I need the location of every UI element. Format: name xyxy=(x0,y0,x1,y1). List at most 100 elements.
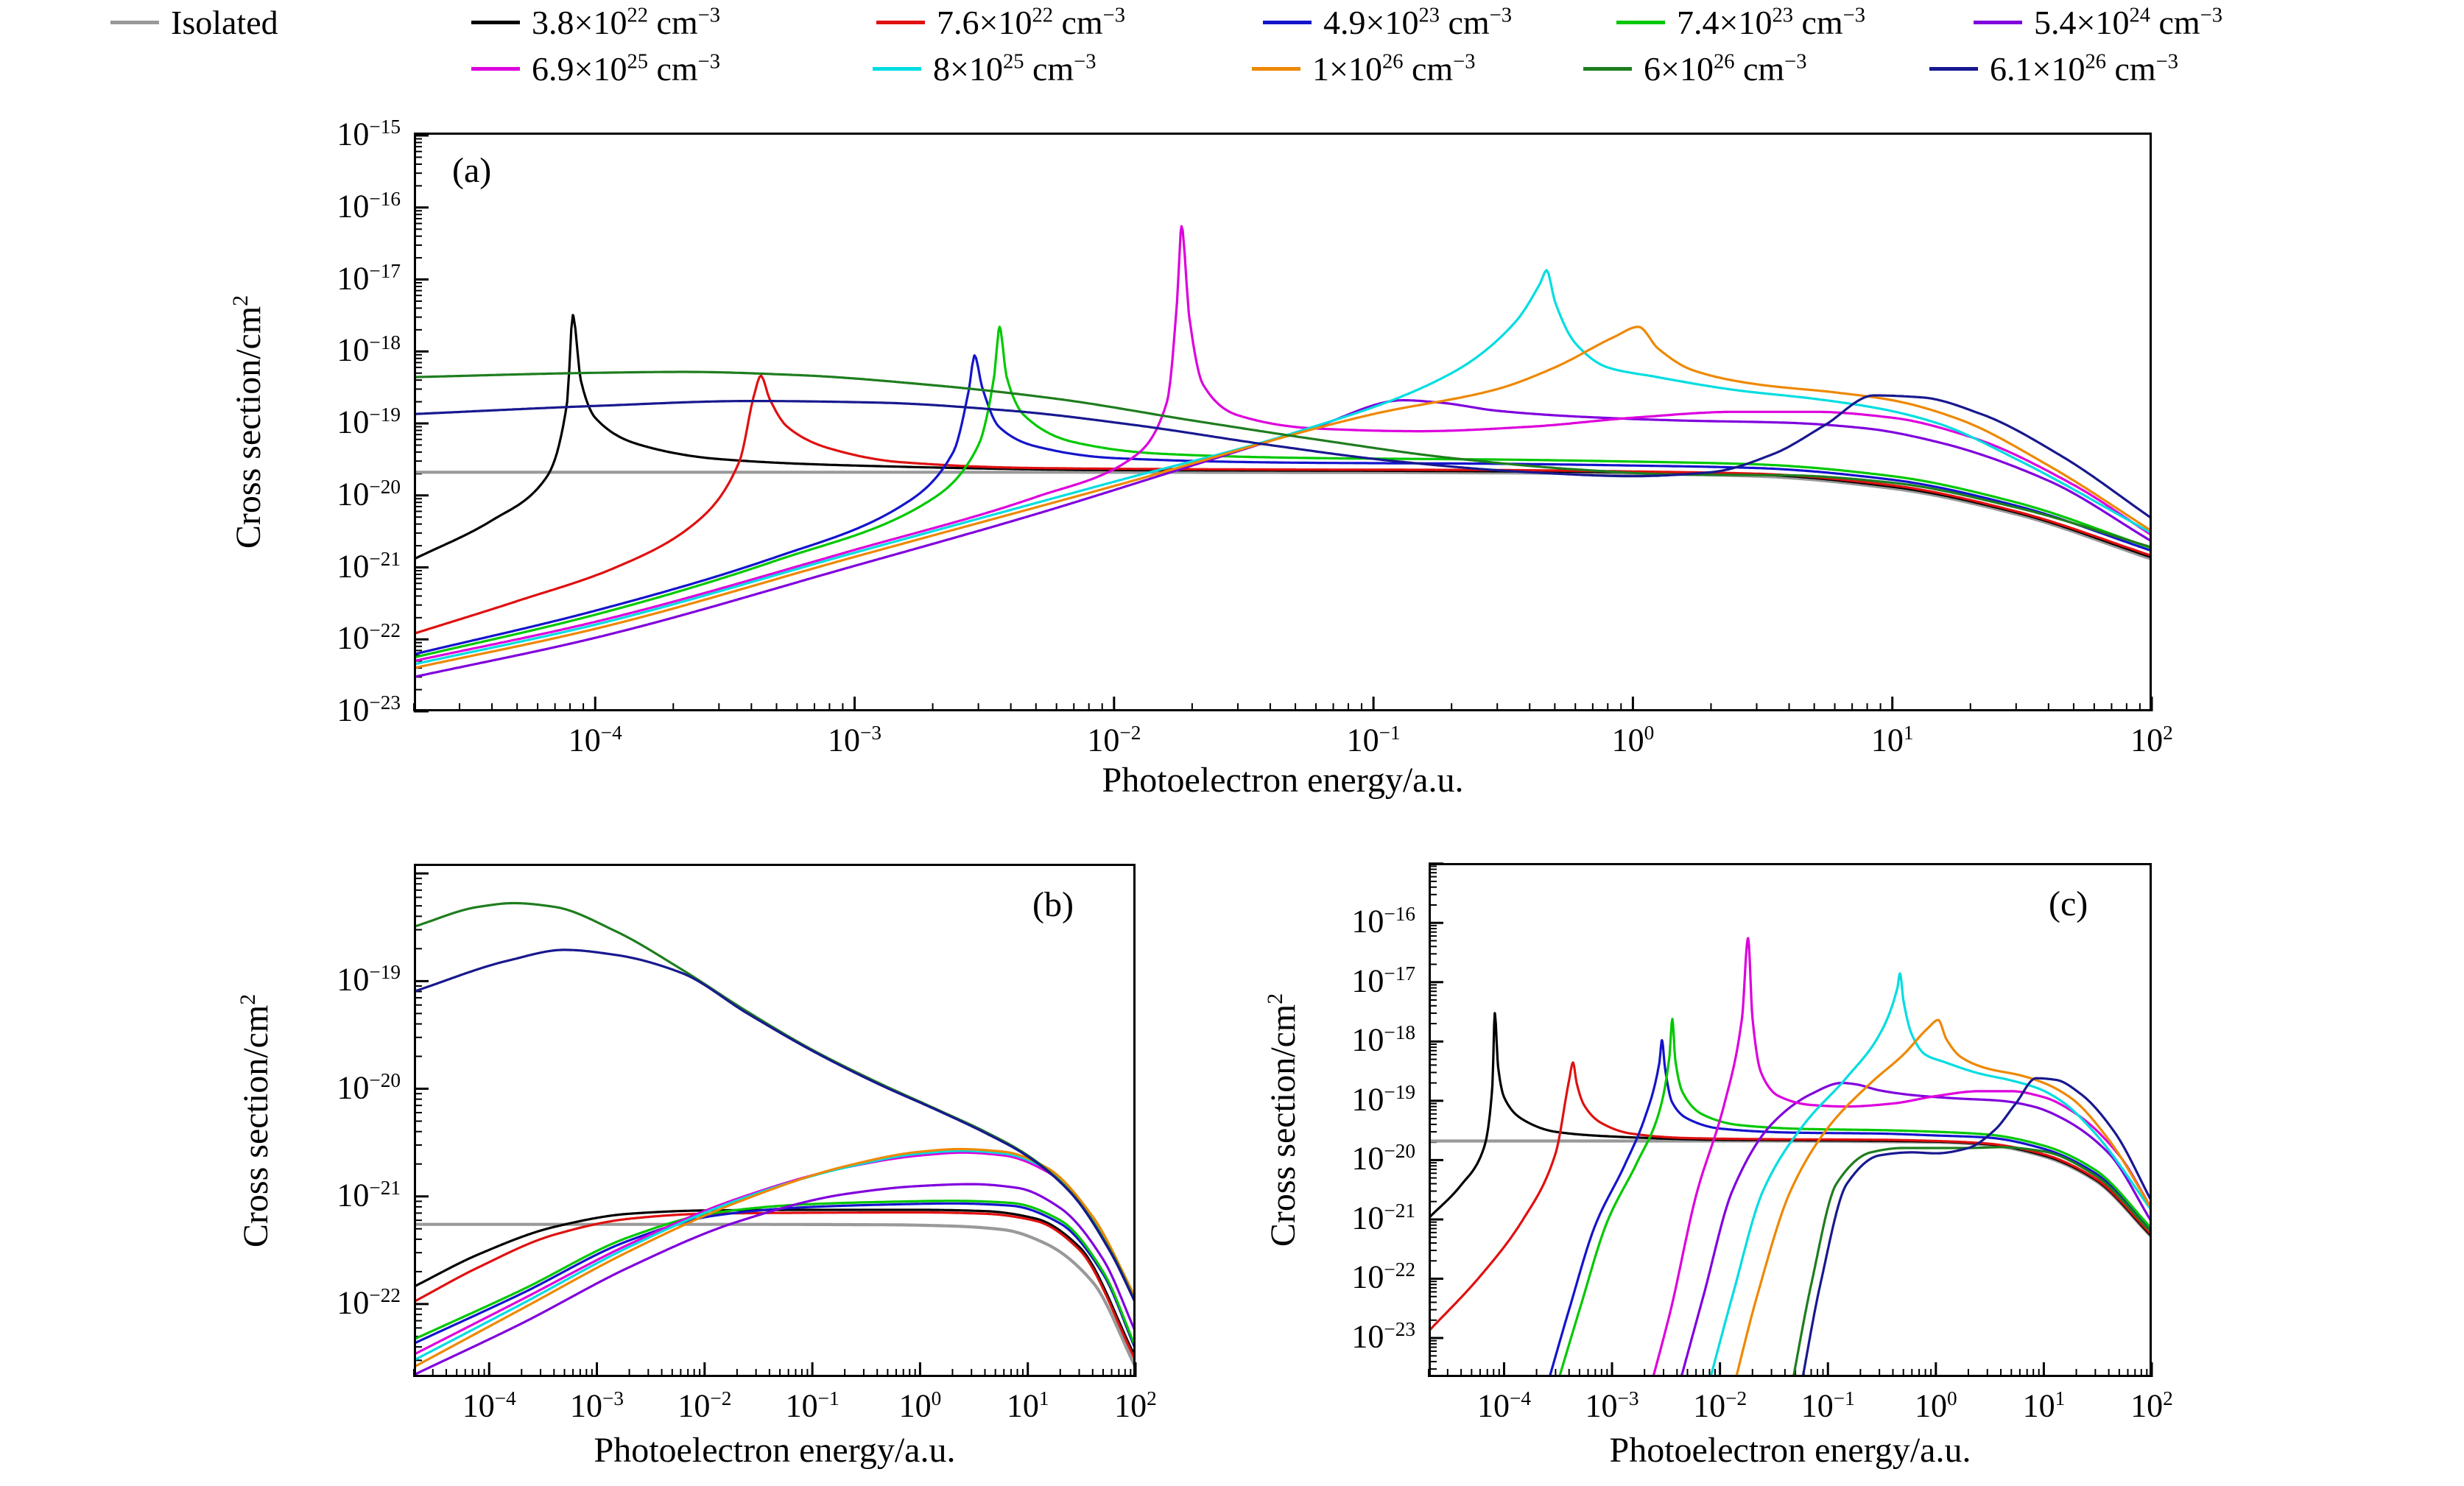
y-tick-label: 10−23 xyxy=(337,691,401,728)
series-n1-curve xyxy=(1429,1012,2152,1238)
legend-item-n2: 7.6×1022 cm−3 xyxy=(876,1,1125,43)
axis-frame xyxy=(1429,863,2152,1377)
x-tick-label: 10−2 xyxy=(1087,722,1141,758)
axis-ticks xyxy=(413,134,2153,713)
y-axis-title: Cross section/cm2 xyxy=(228,295,268,549)
x-tick-label: 10−3 xyxy=(570,1387,624,1424)
y-tick-label: 10−16 xyxy=(1351,903,1415,940)
x-axis-title: Photoelectron energy/a.u. xyxy=(594,1431,956,1470)
x-tick-label: 100 xyxy=(898,1387,942,1424)
series-n10-curve xyxy=(1801,1077,2152,1377)
legend-item-n7: 8×1025 cm−3 xyxy=(873,48,1097,89)
x-tick-label: 100 xyxy=(1914,1387,1957,1424)
legend-swatch-n6 xyxy=(471,66,520,71)
panel-c-plot xyxy=(1428,862,2153,1377)
series-n2-curve xyxy=(414,1211,1136,1362)
series-n10-curve xyxy=(414,394,2152,520)
series-n4-curve xyxy=(414,1200,1136,1348)
series-n4-curve xyxy=(414,325,2152,659)
legend-swatch-n10 xyxy=(1929,66,1978,71)
y-axis-title: Cross section/cm2 xyxy=(1263,993,1303,1247)
legend-swatch-n8 xyxy=(1252,66,1300,71)
y-tick-label: 10−21 xyxy=(337,547,401,585)
legend-item-n10: 6.1×1026 cm−3 xyxy=(1929,48,2178,89)
legend-item-n4: 7.4×1023 cm−3 xyxy=(1616,1,1865,43)
x-tick-label: 10−3 xyxy=(1585,1387,1639,1424)
y-tick-label: 10−22 xyxy=(1351,1258,1415,1296)
legend-swatch-n4 xyxy=(1616,20,1665,24)
panel-letter: (b) xyxy=(1032,885,1074,924)
panel-letter: (a) xyxy=(452,151,492,190)
x-tick-label: 10−2 xyxy=(677,1387,732,1424)
legend-label-n4: 7.4×1023 cm−3 xyxy=(1677,3,1866,41)
series-n8-curve xyxy=(414,1147,1136,1368)
x-tick-label: 100 xyxy=(1611,722,1655,758)
series-n3-curve xyxy=(1548,1039,2152,1377)
legend-item-n8: 1×1026 cm−3 xyxy=(1252,48,1476,89)
x-tick-label: 10−1 xyxy=(785,1387,839,1424)
y-axis-title: Cross section/cm2 xyxy=(236,993,275,1247)
series-n3-curve xyxy=(414,354,2152,656)
series-n1-curve xyxy=(414,1208,1136,1359)
x-tick-label: 102 xyxy=(2130,722,2173,758)
y-tick-label: 10−17 xyxy=(337,259,401,297)
legend-item-n5: 5.4×1024 cm−3 xyxy=(1974,1,2222,43)
y-tick-label: 10−17 xyxy=(1351,962,1415,999)
panel-b-plot xyxy=(413,864,1137,1377)
x-tick-label: 101 xyxy=(2022,1387,2066,1424)
series-n5-curve xyxy=(1680,1082,2152,1377)
x-tick-label: 10−1 xyxy=(1801,1387,1855,1424)
legend-swatch-n7 xyxy=(873,66,921,71)
y-tick-label: 10−20 xyxy=(337,475,401,513)
legend-item-n1: 3.8×1022 cm−3 xyxy=(471,1,720,43)
legend-label-n5: 5.4×1024 cm−3 xyxy=(2034,3,2223,41)
x-axis-title: Photoelectron energy/a.u. xyxy=(1609,1431,1971,1470)
legend-swatch-isolated xyxy=(110,20,159,24)
y-tick-label: 10−16 xyxy=(337,187,401,225)
x-tick-label: 102 xyxy=(2130,1387,2173,1424)
series-n7-curve xyxy=(414,269,2152,666)
legend-item-n3: 4.9×1023 cm−3 xyxy=(1263,1,1512,43)
axis-ticks xyxy=(413,872,1137,1377)
y-tick-label: 10−19 xyxy=(1351,1080,1415,1118)
legend-swatch-n5 xyxy=(1974,20,2022,24)
series-n5-curve xyxy=(414,1183,1136,1376)
series-n8-curve xyxy=(1735,1018,2152,1377)
series-n2-curve xyxy=(414,374,2152,635)
y-tick-label: 10−19 xyxy=(337,404,401,440)
legend-label-n1: 3.8×1022 cm−3 xyxy=(532,3,721,41)
legend-swatch-n3 xyxy=(1263,20,1312,24)
legend-label-n6: 6.9×1025 cm−3 xyxy=(532,49,721,88)
series-n7-curve xyxy=(1709,972,2152,1377)
legend-label-n2: 7.6×1022 cm−3 xyxy=(937,3,1126,41)
panel-a-plot xyxy=(413,133,2153,713)
series-n6-curve xyxy=(414,225,2152,663)
x-axis-title: Photoelectron energy/a.u. xyxy=(1102,761,1464,800)
curves xyxy=(1429,937,2152,1377)
axis-frame xyxy=(414,864,1136,1377)
y-tick-label: 10−19 xyxy=(337,961,401,998)
x-tick-label: 10−4 xyxy=(568,722,622,758)
axis-frame xyxy=(414,133,2152,711)
x-tick-label: 101 xyxy=(1006,1387,1049,1424)
x-tick-label: 10−4 xyxy=(462,1387,516,1424)
y-tick-label: 10−23 xyxy=(1351,1318,1415,1355)
legend-swatch-n2 xyxy=(876,20,925,24)
curves xyxy=(414,901,1136,1376)
legend-label-n3: 4.9×1023 cm−3 xyxy=(1323,3,1513,41)
x-tick-label: 102 xyxy=(1114,1387,1157,1424)
series-isolated-curve xyxy=(414,1222,1136,1369)
legend-label-isolated: Isolated xyxy=(171,3,278,41)
y-tick-label: 10−20 xyxy=(337,1068,401,1106)
legend-label-n10: 6.1×1026 cm−3 xyxy=(1990,49,2179,88)
y-tick-label: 10−21 xyxy=(1351,1199,1415,1236)
series-n9-curve xyxy=(414,901,1136,1303)
y-tick-label: 10−15 xyxy=(337,116,401,152)
legend-item-isolated: Isolated xyxy=(110,1,278,43)
legend-item-n9: 6×1026 cm−3 xyxy=(1583,48,1807,89)
x-tick-label: 10−1 xyxy=(1346,722,1401,758)
x-tick-label: 101 xyxy=(1870,722,1914,758)
series-isolated-curve xyxy=(414,471,2152,561)
y-tick-label: 10−18 xyxy=(337,331,401,368)
